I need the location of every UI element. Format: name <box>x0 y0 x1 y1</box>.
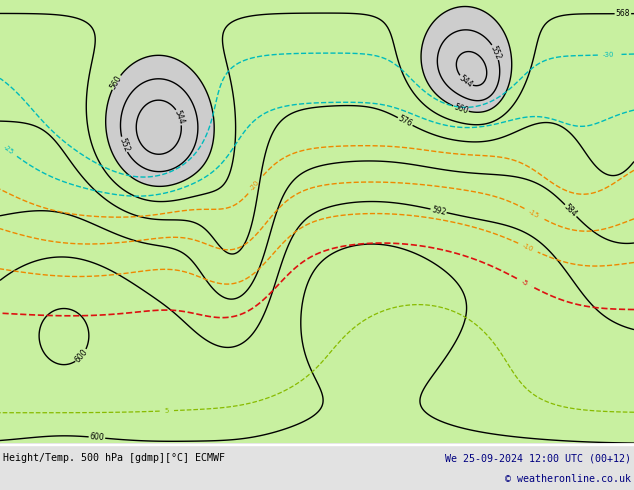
Text: -30: -30 <box>603 51 614 58</box>
Text: 600: 600 <box>89 433 105 442</box>
Text: -15: -15 <box>527 208 540 219</box>
Text: 544: 544 <box>173 109 186 125</box>
Text: 592: 592 <box>430 205 446 217</box>
Text: -20: -20 <box>249 179 261 192</box>
Text: We 25-09-2024 12:00 UTC (00+12): We 25-09-2024 12:00 UTC (00+12) <box>445 453 631 463</box>
Text: © weatheronline.co.uk: © weatheronline.co.uk <box>505 474 631 484</box>
Text: -10: -10 <box>522 243 534 253</box>
Text: 552: 552 <box>489 44 503 61</box>
Text: 568: 568 <box>616 9 630 18</box>
Text: -5: -5 <box>520 278 529 287</box>
Text: 552: 552 <box>117 136 131 153</box>
Text: 5: 5 <box>165 408 169 414</box>
Text: 600: 600 <box>74 347 89 365</box>
Text: -25: -25 <box>2 144 15 156</box>
Text: 560: 560 <box>453 102 469 116</box>
Text: 560: 560 <box>108 74 124 91</box>
Text: Height/Temp. 500 hPa [gdmp][°C] ECMWF: Height/Temp. 500 hPa [gdmp][°C] ECMWF <box>3 453 225 463</box>
Text: 584: 584 <box>562 202 579 219</box>
Text: 544: 544 <box>457 74 474 89</box>
Text: 576: 576 <box>397 114 414 129</box>
